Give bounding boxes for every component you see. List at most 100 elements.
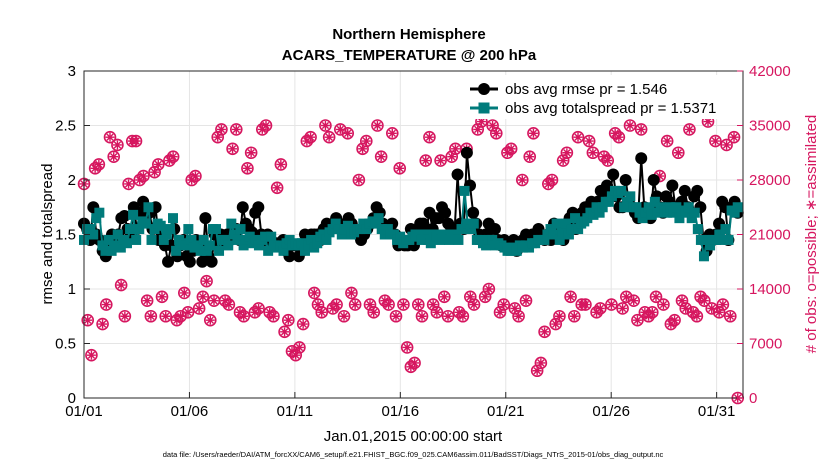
obs-possible-point [151,158,165,171]
obs-possible-point [307,286,321,300]
obs-possible-point [218,294,232,307]
obs-possible-point [99,298,113,311]
obs-possible-point [337,309,351,323]
obs-assimilated-point [83,315,93,325]
obs-possible-point [248,306,262,319]
legend: obs avg rmse pr = 1.546 obs avg totalspr… [465,75,741,119]
obs-assimilated-point [187,175,197,185]
obs-possible-point [92,158,106,171]
obs-assimilated-point [432,307,442,317]
obs-assimilated-point [558,156,568,166]
totalspread-point [689,207,700,218]
obs-assimilated-point [484,284,494,294]
obs-possible-point [671,146,685,160]
obs-possible-point [404,360,418,374]
legend-rmse-label: obs avg rmse pr = 1.546 [505,81,667,98]
obs-assimilated-point [618,303,628,313]
obs-assimilated-point [105,132,115,142]
obs-possible-point [530,364,544,378]
ticks: 0 0.5 1 1.5 2 2.5 3 0 7000 14000 21000 28000 35000 42… [55,63,791,420]
obs-assimilated-point [220,296,230,306]
obs-assimilated-point [231,124,241,134]
totalspread-point [97,240,108,251]
obs-assimilated-point [443,311,453,321]
totalspread-point [582,213,593,224]
obs-assimilated-point [699,296,709,306]
obs-assimilated-point [540,327,550,337]
obs-possible-point [166,150,180,163]
totalspread-point [640,207,651,218]
obs-possible-point [177,286,191,300]
obs-assimilated-point [703,117,713,127]
obs-possible-point [252,302,265,315]
obs-possible-point [683,123,696,136]
obs-possible-point [233,306,247,319]
obs-possible-point [322,130,336,144]
obs-assimilated-point [488,121,498,130]
obs-assimilated-point [298,319,308,329]
obs-possible-point [419,154,433,167]
totalspread-point [103,234,114,245]
obs-assimilated-point [350,300,360,310]
obs-assimilated-point [629,296,639,306]
rmse-point [647,174,660,186]
obs-possible-point [378,294,392,307]
obs-assimilated-point [242,163,252,173]
obs-possible-point [363,298,377,311]
x-tick-label: 01/26 [592,403,630,420]
obs-assimilated-point [447,152,457,162]
obs-assimilated-point [458,311,468,321]
obs-possible-point [200,274,213,288]
totalspread-point [487,234,498,245]
obs-possible-point [727,130,741,144]
obs-possible-point [694,290,707,304]
obs-possible-point [196,290,210,304]
obs-possible-point [226,142,239,156]
obs-assimilated-point [198,292,208,302]
obs-possible-point [538,325,551,339]
obs-assimilated-point [376,152,386,162]
rmse-point [666,179,679,192]
obs-assimilated-point [216,124,226,134]
obs-assimilated-point [543,179,553,189]
obs-possible-point [293,341,306,354]
obs-assimilated-point [291,350,301,360]
obs-possible-point [593,302,607,315]
obs-possible-point [582,134,596,148]
obs-assimilated-point [662,136,672,146]
totalspread-point [729,207,740,218]
obs-assimilated-point [514,311,524,321]
obs-possible-point [408,356,421,370]
totalspread-point [88,229,99,240]
obs-possible-point [267,309,280,323]
x-tick-label: 01/06 [171,403,209,420]
obs-assimilated-point [421,156,431,166]
x-tick-label: 01/21 [487,403,525,420]
totalspread-point [548,229,559,240]
obs-assimilated-point [714,307,724,317]
x-tick-label: 01/01 [65,403,103,420]
obs-possible-point [222,298,236,311]
totalspread-point [591,202,602,213]
obs-assimilated-point [640,307,650,317]
totalspread-point [91,213,102,224]
totalspread-point [379,229,390,240]
rmse-point [467,206,480,219]
totalspread-point [459,185,470,196]
totalspread-point [462,218,473,229]
obs-assimilated-point [190,171,200,181]
obs-possible-point [415,309,429,323]
obs-possible-point [634,123,648,136]
y-tick-label: 3 [68,63,76,80]
totalspread-point [674,213,685,224]
obs-possible-point [675,294,689,307]
totalspread-point [306,234,317,245]
obs-possible-point [229,123,243,136]
obs-possible-point [515,173,529,187]
obs-possible-point [493,306,507,319]
totalspread-point [312,238,323,249]
obs-possible-point [144,309,158,323]
totalspread-point [355,224,366,235]
obs-possible-point [423,130,436,144]
obs-possible-point [612,130,626,144]
